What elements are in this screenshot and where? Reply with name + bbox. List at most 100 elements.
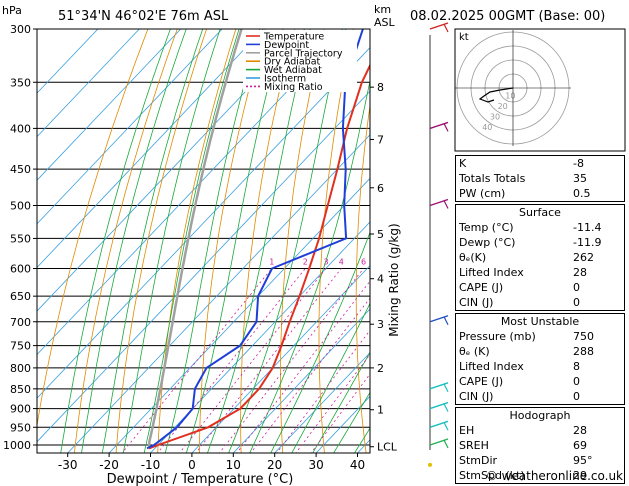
mixing-ratio-label: 15 bbox=[412, 257, 422, 266]
dry-adiabat-line bbox=[280, 29, 325, 453]
surface-index-label: CAPE (J) bbox=[459, 281, 504, 294]
hodograph-indices: Hodograph EH 28 SREH 69 StmDir 95° StmSpd (kt)… bbox=[455, 407, 625, 484]
legend-label: Wet Adiabat bbox=[264, 65, 322, 76]
temp-tick-label: -10 bbox=[141, 458, 161, 472]
wind-barb-feather bbox=[443, 316, 449, 326]
basic-index-value: -8 bbox=[573, 157, 584, 170]
wind-barb bbox=[429, 438, 449, 446]
isotherm-line bbox=[108, 177, 370, 453]
surface-index-row: Temp (°C) -11.4 bbox=[456, 220, 624, 235]
most-unstable-index-value: 288 bbox=[573, 345, 594, 358]
dry-adiabat-line bbox=[427, 17, 451, 462]
wet-adiabat-line bbox=[60, 29, 171, 453]
pressure-tick-label: 300 bbox=[10, 23, 31, 36]
mixing-ratio-line bbox=[310, 373, 370, 453]
isotherm-line bbox=[37, 29, 99, 94]
mixing-ratio-line bbox=[236, 280, 370, 453]
wet-adiabat-line bbox=[206, 29, 311, 453]
surface-index-value: -11.9 bbox=[573, 236, 602, 249]
temperature-line bbox=[148, 63, 370, 450]
wet-adiabat-line bbox=[185, 29, 284, 453]
surface-index-value: 28 bbox=[573, 266, 587, 279]
index-table: K -8 Totals Totals 35 PW (cm) 0.5 Surface Tem… bbox=[455, 155, 625, 486]
basic-index-label: Totals Totals bbox=[459, 172, 526, 185]
isotherm-line bbox=[37, 29, 223, 225]
km-tick-label: 8 bbox=[377, 81, 384, 94]
wet-adiabat-line bbox=[333, 391, 370, 453]
footer-credit: © weatheronline.co.uk bbox=[485, 469, 623, 483]
temp-tick-label: -30 bbox=[58, 458, 78, 472]
hodograph-index-value: 29 bbox=[573, 469, 587, 482]
isotherm-line bbox=[37, 29, 140, 138]
parcel-trajectory-line bbox=[147, 29, 243, 449]
wind-barb bbox=[429, 315, 449, 323]
wind-barb bbox=[429, 121, 449, 130]
hodograph-ring-label: 20 bbox=[498, 102, 508, 111]
most-unstable-index-label: CIN (J) bbox=[459, 390, 494, 403]
x-axis-label: Dewpoint / Temperature (°C) bbox=[107, 472, 294, 486]
dry-adiabat-line bbox=[115, 29, 208, 453]
most-unstable-index-row: θₑ (K) 288 bbox=[456, 344, 624, 359]
most-unstable-index-label: Lifted Index bbox=[459, 360, 524, 373]
temp-tick-label: 30 bbox=[308, 458, 323, 472]
legend-label: Temperature bbox=[263, 32, 324, 43]
mixing-ratio-line bbox=[195, 268, 342, 453]
wind-barbs bbox=[428, 22, 449, 467]
basic-index-row: K -8 bbox=[456, 156, 624, 171]
surface-index-row: Lifted Index 28 bbox=[456, 265, 624, 280]
wind-barb bbox=[429, 420, 449, 428]
wind-barb-feather bbox=[443, 23, 449, 33]
wet-adiabat-line bbox=[81, 29, 187, 453]
pressure-tick-label: 600 bbox=[10, 262, 31, 275]
most-unstable-index-value: 750 bbox=[573, 330, 594, 343]
km-tick-label: 2 bbox=[377, 362, 384, 375]
dry-adiabat-line bbox=[318, 29, 354, 453]
isotherm-line bbox=[37, 29, 265, 269]
basic-index-value: 35 bbox=[573, 172, 587, 185]
mixing-ratio-label: 2 bbox=[303, 257, 308, 266]
pressure-tick-label: 750 bbox=[10, 340, 31, 353]
temp-tick-label: 40 bbox=[350, 458, 365, 472]
most-unstable-index-label: Pressure (mb) bbox=[459, 330, 536, 343]
hodograph-index-label: StmDir bbox=[459, 454, 498, 467]
dry-adiabat-line bbox=[73, 29, 178, 453]
run-time: 08.02.2025 00GMT (Base: 00) bbox=[410, 9, 605, 24]
mixing-ratio-line bbox=[157, 268, 306, 453]
hodograph-index-value: 69 bbox=[573, 439, 587, 452]
isotherm-line bbox=[274, 352, 370, 453]
most-unstable-index-row: Pressure (mb) 750 bbox=[456, 329, 624, 344]
surface-index-label: CIN (J) bbox=[459, 296, 494, 309]
wet-adiabat-line bbox=[164, 29, 261, 453]
hodograph-index-label: SREH bbox=[459, 439, 489, 452]
hodograph-unit: kt bbox=[459, 32, 469, 43]
legend-label: Isotherm bbox=[264, 74, 306, 85]
most-unstable-index-value: 0 bbox=[573, 375, 580, 388]
hodograph-index-value: 95° bbox=[573, 454, 593, 467]
hodograph-index-row: StmSpd (kt) 29 bbox=[456, 468, 624, 483]
surface-index-label: Dewp (°C) bbox=[459, 236, 516, 249]
wet-adiabat-line bbox=[291, 302, 370, 453]
km-tick-label: 4 bbox=[377, 273, 384, 286]
skewt-axes: 3003504004505005506006507007508008509009… bbox=[3, 23, 398, 472]
dry-adiabat-line bbox=[199, 29, 266, 453]
wind-barb-feather bbox=[443, 422, 449, 431]
hodograph-frame bbox=[454, 28, 626, 152]
skewt-series bbox=[146, 29, 370, 450]
skewt-grid: 1 2 3 4 6 8 10 15 20 25 bbox=[37, 17, 451, 462]
legend-label: Dewpoint bbox=[264, 40, 309, 51]
pressure-tick-label: 1000 bbox=[3, 439, 31, 452]
km-tick-label: 3 bbox=[377, 318, 384, 331]
hodograph-trace bbox=[478, 87, 514, 103]
mixing-ratio-label: 1 bbox=[269, 257, 274, 266]
mixing-ratio-label: 3 bbox=[323, 257, 328, 266]
temp-tick-label: 20 bbox=[267, 458, 282, 472]
location-title: 51°34'N 46°02'E 76m ASL bbox=[58, 9, 229, 24]
hodograph-index-row: EH 28 bbox=[456, 423, 624, 438]
km-unit: km bbox=[374, 3, 391, 16]
most-unstable-title: Most Unstable bbox=[500, 315, 580, 328]
km-tick-label: 7 bbox=[377, 133, 384, 146]
surface-marker bbox=[428, 462, 432, 467]
plot-frame bbox=[36, 28, 371, 454]
